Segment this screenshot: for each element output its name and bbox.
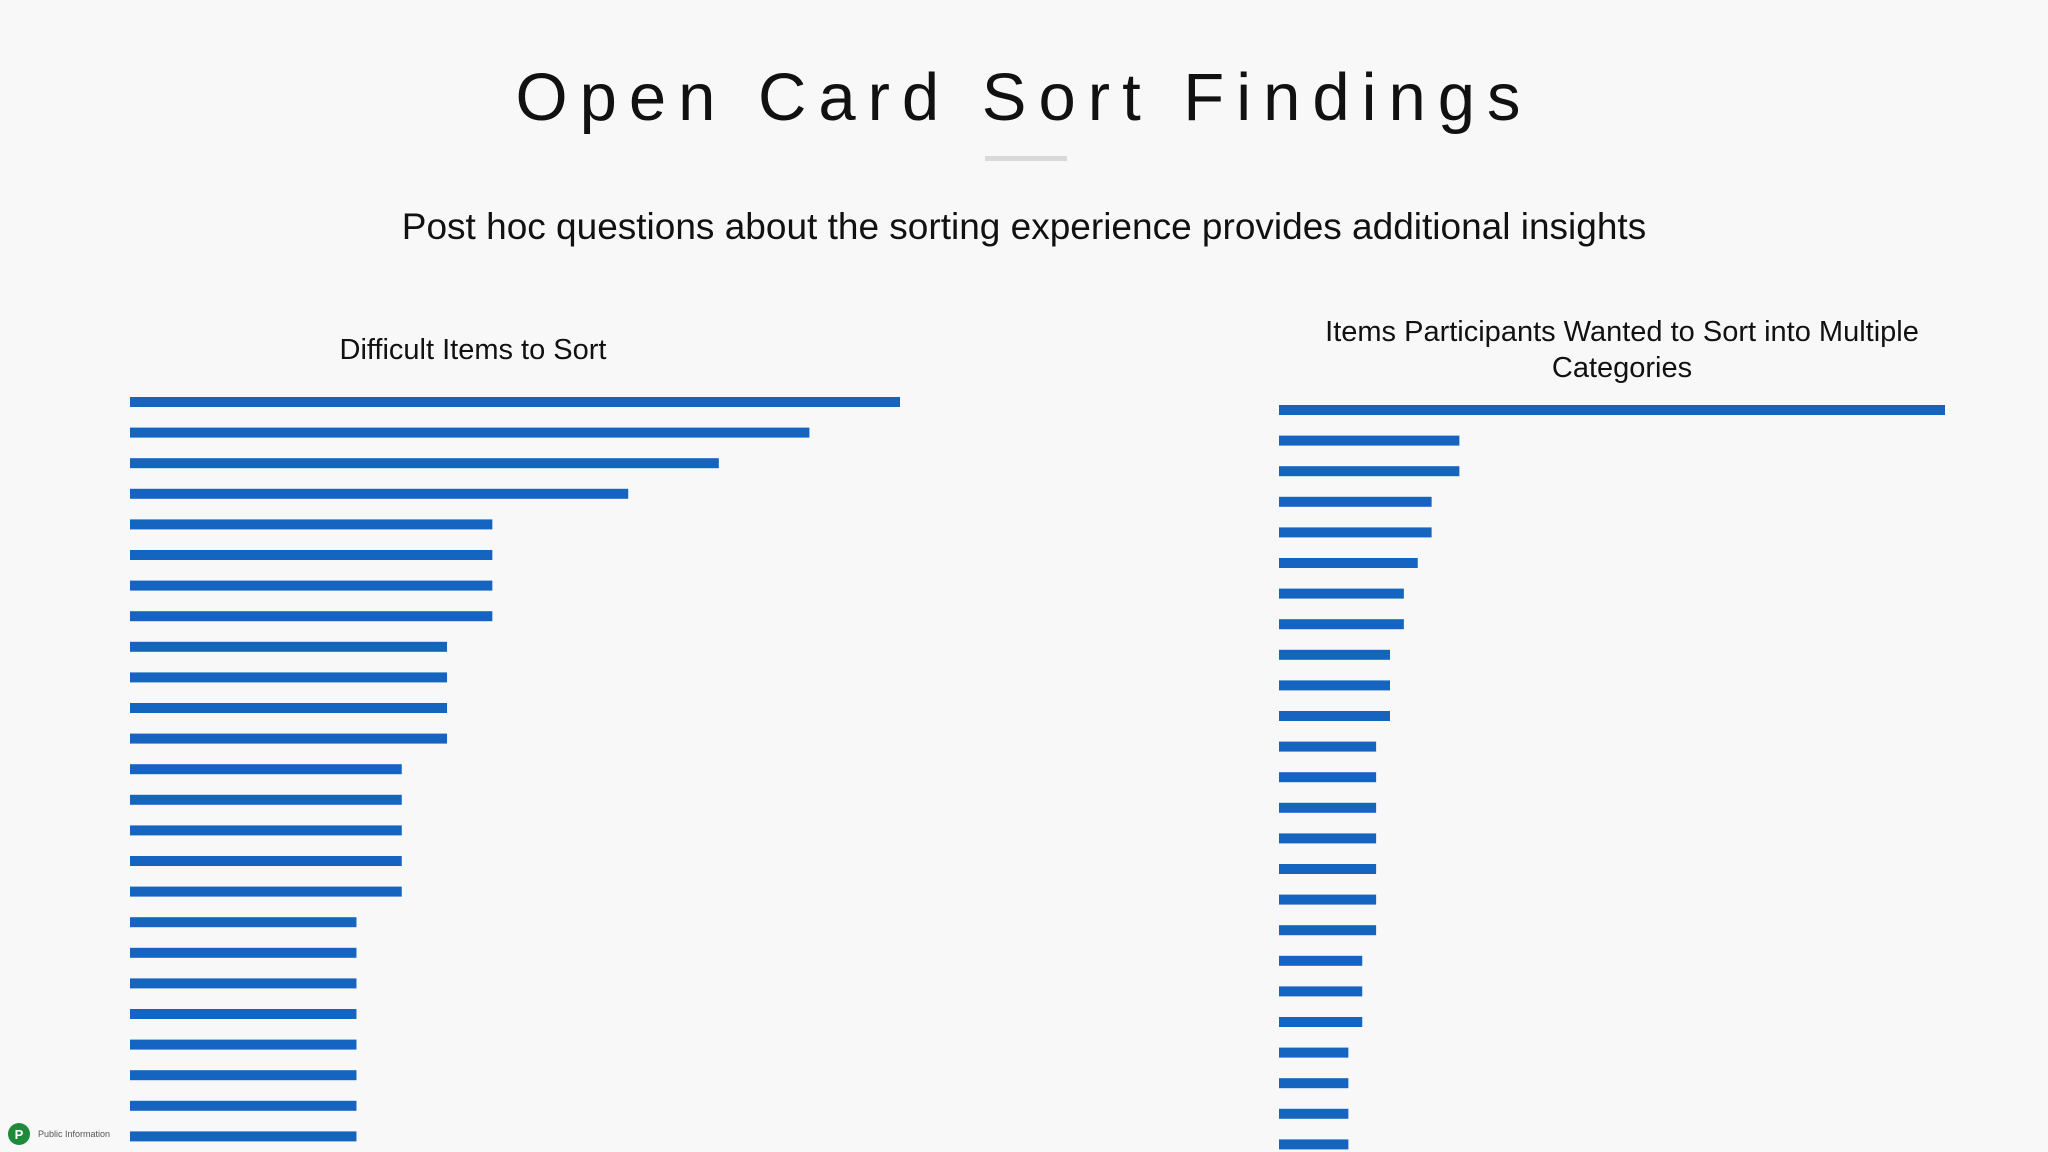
- multi-category-item-bar: [1279, 986, 1363, 997]
- difficult-item-bar: [130, 1039, 357, 1050]
- difficult-item-bar: [130, 1070, 357, 1081]
- difficult-item-bar: [130, 427, 810, 438]
- title-divider: [985, 156, 1067, 161]
- left-chart-title: Difficult Items to Sort: [339, 334, 607, 366]
- difficult-item-bar: [130, 978, 357, 989]
- multi-category-item-bar: [1279, 649, 1390, 660]
- multi-category-item-bar: [1279, 833, 1377, 844]
- difficult-item-bar: [130, 611, 493, 622]
- difficult-item-bar: [130, 672, 448, 683]
- multi-category-item-bar: [1279, 1108, 1349, 1119]
- difficult-item-bar: [130, 947, 357, 958]
- multi-category-item-bar: [1279, 925, 1377, 936]
- multi-category-item-bar: [1279, 741, 1377, 752]
- multi-category-item-bar: [1279, 955, 1363, 966]
- difficult-item-bar: [130, 458, 719, 469]
- multi-category-item-bar: [1279, 435, 1460, 446]
- multi-category-item-bar: [1279, 1017, 1363, 1027]
- difficult-item-bar: [130, 519, 493, 530]
- difficult-item-bar: [130, 733, 448, 744]
- multi-category-item-bar: [1279, 680, 1390, 691]
- slide-subtitle: Post hoc questions about the sorting exp…: [401, 206, 1647, 247]
- difficult-item-bar: [130, 703, 448, 713]
- footer-label: Public Information: [38, 1129, 111, 1139]
- multi-category-item-bar: [1279, 802, 1377, 813]
- multi-category-item-bar: [1279, 405, 1945, 415]
- difficult-item-bar: [130, 794, 402, 805]
- difficult-item-bar: [130, 397, 900, 407]
- footer: P Public Information: [8, 1123, 110, 1145]
- multi-category-item-bar: [1279, 496, 1432, 507]
- difficult-item-bar: [130, 764, 402, 775]
- difficult-item-bar: [130, 856, 402, 866]
- multi-category-item-bar: [1279, 588, 1404, 599]
- publicis-logo-icon: P: [8, 1123, 30, 1145]
- multi-category-item-bar: [1279, 894, 1377, 905]
- difficult-item-bar: [130, 1131, 357, 1142]
- multi-category-item-bar: [1279, 1047, 1349, 1058]
- difficult-item-bar: [130, 488, 629, 499]
- right-chart-title: Items Participants Wanted to Sort into M…: [1325, 316, 1919, 384]
- multi-category-item-bar: [1279, 711, 1390, 721]
- slide-title: Open Card Sort Findings: [515, 60, 1533, 135]
- multi-category-item-bar: [1279, 1078, 1349, 1089]
- difficult-item-bar: [130, 1009, 357, 1019]
- difficult-item-bar: [130, 641, 448, 652]
- multi-category-item-bar: [1279, 527, 1432, 538]
- difficult-item-bar: [130, 550, 493, 560]
- difficult-item-bar: [130, 917, 357, 928]
- multi-category-item-bar: [1279, 772, 1377, 783]
- multi-category-item-bar: [1279, 864, 1377, 874]
- difficult-item-bar: [130, 580, 493, 591]
- multi-category-item-bar: [1279, 619, 1404, 630]
- difficult-item-bar: [130, 1100, 357, 1111]
- difficult-item-bar: [130, 825, 402, 836]
- multi-category-item-bar: [1279, 558, 1418, 568]
- difficult-item-bar: [130, 886, 402, 897]
- multi-category-item-bar: [1279, 1139, 1349, 1150]
- multi-category-item-bar: [1279, 466, 1460, 477]
